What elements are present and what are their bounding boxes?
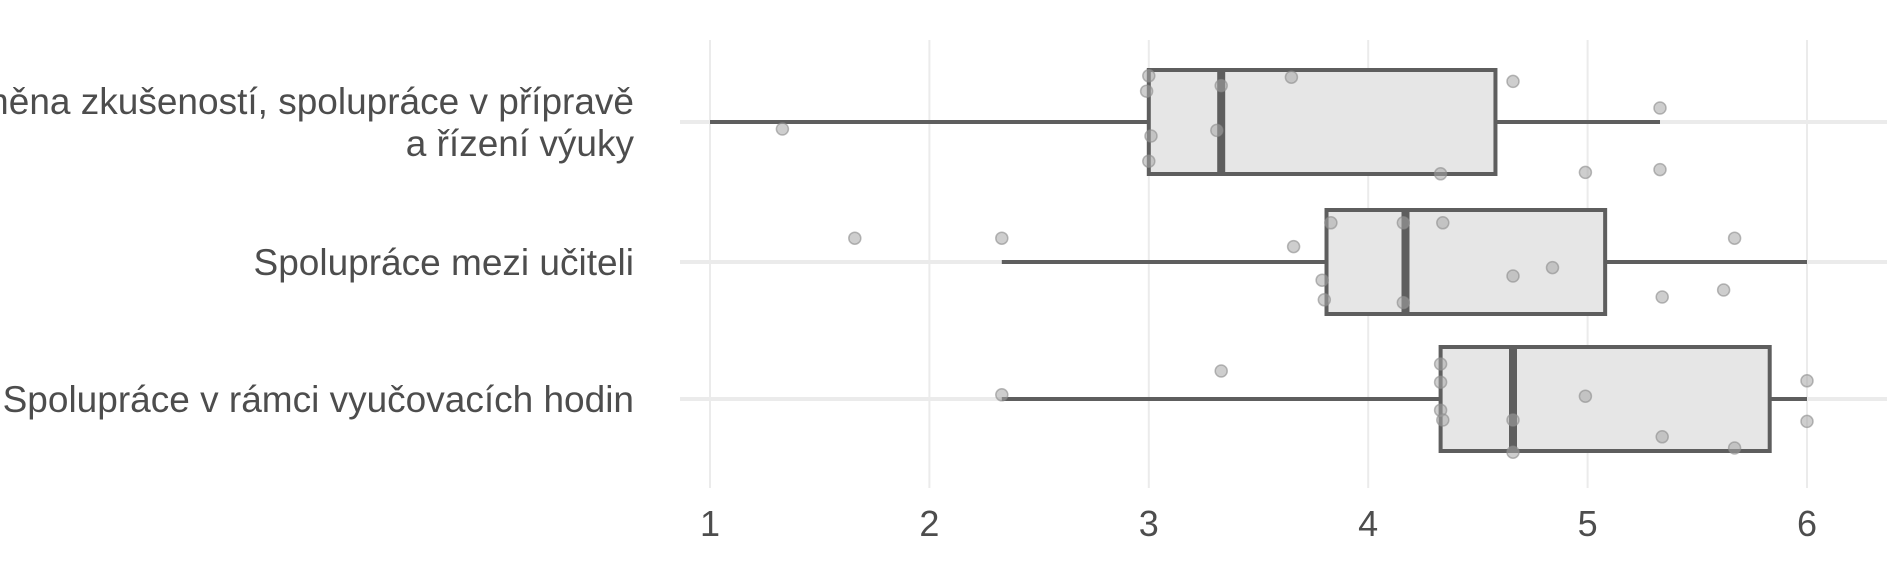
category-2-point-6 xyxy=(1324,216,1338,230)
category-1-point-10 xyxy=(1506,74,1520,89)
x-tick-label-2: 2 xyxy=(919,503,939,544)
category-2-point-12 xyxy=(1655,290,1669,304)
category-3-point-6 xyxy=(1436,413,1450,427)
category-2-point-1 xyxy=(848,231,862,245)
category-2-point-9 xyxy=(1436,216,1450,230)
category-2-point-7 xyxy=(1396,216,1411,230)
x-tick-label-4: 4 xyxy=(1358,503,1378,544)
category-2-point-10 xyxy=(1506,269,1520,283)
category-1-point-11 xyxy=(1578,165,1593,180)
category-1-point-9 xyxy=(1433,167,1448,181)
x-tick-label-5: 5 xyxy=(1578,503,1598,544)
category-2-box xyxy=(1324,208,1608,316)
category-2-label-line-1: Spolupráce mezi učiteli xyxy=(254,242,634,283)
category-2-point-11 xyxy=(1545,260,1560,275)
category-3-point-10 xyxy=(1655,430,1669,444)
category-3-point-8 xyxy=(1506,445,1520,459)
x-tick-label-3: 3 xyxy=(1139,503,1159,544)
category-1-box xyxy=(1146,68,1498,176)
category-3-point-11 xyxy=(1727,441,1742,455)
category-3-point-13 xyxy=(1800,414,1814,429)
category-3-point-4 xyxy=(1433,375,1448,389)
x-tick-label-1: 1 xyxy=(700,503,720,544)
category-1-point-12 xyxy=(1653,101,1667,115)
category-2-point-3 xyxy=(1286,239,1301,254)
category-1-point-13 xyxy=(1653,162,1667,177)
category-2-point-5 xyxy=(1317,293,1332,307)
x-tick-label-6: 6 xyxy=(1797,503,1817,544)
category-1-point-3 xyxy=(1139,84,1154,98)
category-2-point-14 xyxy=(1727,231,1742,245)
category-3-point-12 xyxy=(1800,374,1814,388)
category-1-point-6 xyxy=(1214,78,1228,93)
category-3-point-2 xyxy=(1214,364,1228,378)
category-1-point-7 xyxy=(1210,123,1224,138)
category-2-point-8 xyxy=(1396,295,1411,310)
category-1-point-8 xyxy=(1284,70,1299,84)
category-3-point-7 xyxy=(1506,413,1520,427)
category-3-label-line-1: Spolupráce v rámci vyučovacích hodin xyxy=(3,379,634,420)
category-1-point-5 xyxy=(1142,154,1156,168)
category-2-point-4 xyxy=(1315,273,1329,287)
category-1-point-1 xyxy=(775,122,790,136)
category-3-point-3 xyxy=(1433,357,1448,371)
category-3-box xyxy=(1438,345,1772,453)
category-1-label-line-1: Výměna zkušeností, spolupráce v přípravě xyxy=(0,81,634,122)
category-3-point-9 xyxy=(1578,389,1593,403)
category-1-label-line-2: a řízení výuky xyxy=(406,123,635,164)
category-1-point-4 xyxy=(1144,129,1158,143)
category-2-point-2 xyxy=(995,231,1009,245)
category-3-point-1 xyxy=(995,388,1009,402)
category-2-point-13 xyxy=(1716,283,1731,297)
category-1-point-2 xyxy=(1142,69,1156,83)
